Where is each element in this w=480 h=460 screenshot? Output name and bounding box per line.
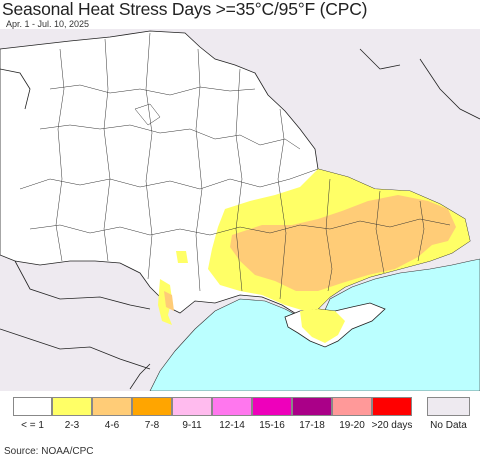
legend-swatch-1 xyxy=(52,397,92,416)
source-credit: Source: NOAA/CPC xyxy=(4,446,94,457)
legend-swatch-9 xyxy=(372,397,412,416)
legend-swatch-7 xyxy=(292,397,332,416)
heat-zone-4-6-south xyxy=(164,291,174,311)
heat-stress-map xyxy=(0,29,480,391)
legend-label-8: 19-20 xyxy=(339,420,365,431)
map-legend: < = 1 2-3 4-6 7-8 9-11 12-14 15-16 17-18… xyxy=(0,397,480,437)
legend-label-9: >20 days xyxy=(371,420,413,431)
legend-swatch-4 xyxy=(172,397,212,416)
heat-zone-2-3-small xyxy=(176,251,188,263)
legend-swatch-5 xyxy=(212,397,252,416)
heat-zone-2-3-moldova xyxy=(158,279,172,325)
legend-label-3: 7-8 xyxy=(144,420,160,431)
legend-label-nodata: No Data xyxy=(430,420,467,431)
legend-swatch-0 xyxy=(13,397,52,416)
legend-swatch-nodata xyxy=(427,397,470,416)
country-borders xyxy=(0,48,480,390)
legend-label-1: 2-3 xyxy=(64,420,80,431)
legend-label-5: 12-14 xyxy=(219,420,245,431)
map-title: Seasonal Heat Stress Days >=35°C/95°F (C… xyxy=(2,0,368,19)
legend-label-4: 9-11 xyxy=(182,420,202,431)
legend-label-6: 15-16 xyxy=(259,420,285,431)
heat-zone-4-6 xyxy=(230,195,456,291)
legend-swatch-8 xyxy=(332,397,372,416)
heat-zone-2-3-crimea xyxy=(300,309,345,343)
legend-swatch-6 xyxy=(252,397,292,416)
oblast-borders xyxy=(19,32,451,300)
legend-swatch-3 xyxy=(132,397,172,416)
legend-label-2: 4-6 xyxy=(104,420,120,431)
legend-swatch-2 xyxy=(92,397,132,416)
map-subtitle: Apr. 1 - Jul. 10, 2025 xyxy=(6,19,90,29)
legend-label-0: < = 1 xyxy=(21,420,44,431)
legend-label-7: 17-18 xyxy=(299,420,325,431)
